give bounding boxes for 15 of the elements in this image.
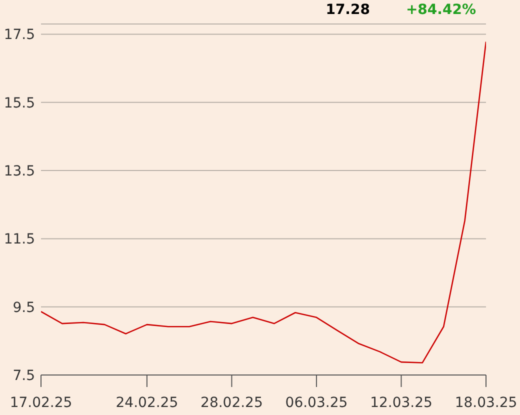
x-tick-label: 18.03.25 <box>454 395 518 411</box>
text: +84.42% <box>406 2 476 18</box>
x-tick-label: 24.02.25 <box>116 395 178 411</box>
x-tick-label: 12.03.25 <box>370 395 432 411</box>
y-tick-label: 13.5 <box>4 164 35 180</box>
y-tick-label: 17.5 <box>4 27 35 44</box>
x-tick-label: 28.02.25 <box>200 395 263 411</box>
x-tick-label: 06.03.25 <box>285 395 348 411</box>
line-series <box>41 41 486 364</box>
y-tick-label: 15.5 <box>4 95 35 112</box>
x-tick-label: 17.02.25 <box>10 395 72 411</box>
y-tick-label: 11.5 <box>4 232 35 248</box>
y-tick-label: 9.5 <box>12 300 35 316</box>
text: 17.28 <box>326 2 370 18</box>
y-tick-label: 7.5 <box>12 368 35 384</box>
